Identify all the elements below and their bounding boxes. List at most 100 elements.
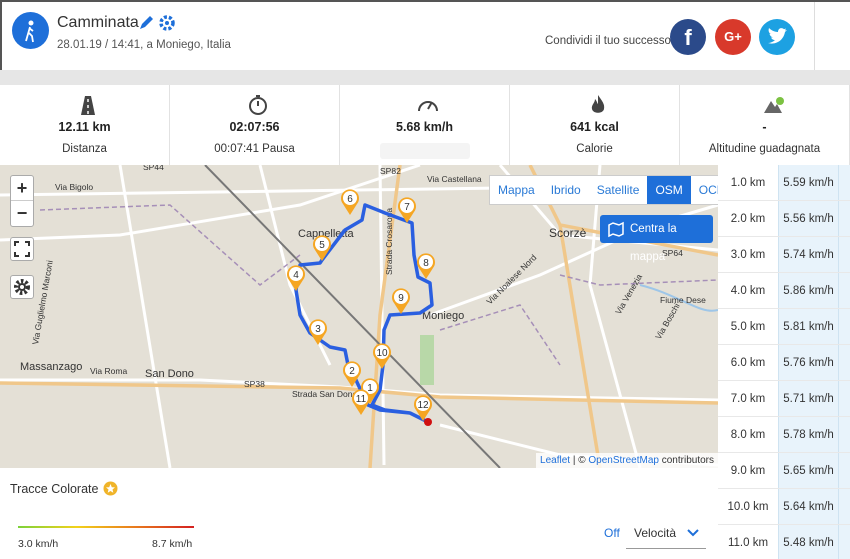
fullscreen-button[interactable] [10, 237, 34, 261]
place-label: Strada Crosarona [384, 208, 394, 275]
min-speed: 3.0 km/h [18, 538, 59, 550]
marker-center [354, 391, 368, 405]
marker-label: 1 [367, 383, 373, 394]
stat-value: 12.11 km [58, 120, 111, 134]
center-map-button[interactable]: Centra la mappa [600, 215, 713, 263]
stat-icon [764, 97, 784, 113]
edit-icons[interactable] [138, 14, 178, 32]
split-speed: 5.74 km/h [778, 237, 838, 272]
split-distance: 3.0 km [718, 237, 778, 272]
stat: 02:07:56 00:07:41 Pausa [170, 85, 340, 165]
facebook-button[interactable]: f [670, 19, 706, 55]
stat-label: 00:07:41 Pausa [214, 143, 295, 155]
split-speed: 5.71 km/h [778, 381, 838, 416]
osm-link[interactable]: OpenStreetMap [588, 455, 659, 466]
split-extra [838, 237, 850, 272]
split-extra [838, 165, 850, 200]
split-row: 10.0 km 5.64 km/h [718, 489, 850, 525]
settings-button[interactable] [10, 275, 34, 299]
stat: 5.68 km/h [340, 85, 510, 165]
split-row: 3.0 km 5.74 km/h [718, 237, 850, 273]
marker-label: 3 [315, 324, 321, 335]
stat-label: Calorie [576, 143, 613, 155]
layer-button[interactable]: Satellite [588, 176, 648, 204]
stat-label: Distanza [62, 143, 107, 155]
marker-label: 10 [376, 348, 388, 359]
stat: - Altitudine guadagnata [680, 85, 850, 165]
split-extra [838, 381, 850, 416]
stat: 641 kcal Calorie [510, 85, 680, 165]
speed-gradient [18, 526, 194, 528]
place-label: Via Guglielmo Marconi [30, 259, 55, 345]
place-label: SP82 [380, 166, 401, 176]
place-label: Massanzago [20, 361, 82, 373]
split-speed: 5.64 km/h [778, 489, 838, 524]
colored-tracks: Tracce Colorate 3.0 km/h 8.7 km/h Off Ve… [0, 468, 718, 559]
split-distance: 9.0 km [718, 453, 778, 488]
split-speed: 5.48 km/h [778, 525, 838, 559]
split-speed: 5.56 km/h [778, 201, 838, 236]
layer-switcher: MappaIbridoSatelliteOSMOCM [489, 175, 718, 205]
stat-label: Altitudine guadagnata [708, 143, 821, 155]
zoom-in[interactable]: + [11, 176, 33, 201]
layer-button[interactable]: Ibrido [542, 176, 589, 204]
splits-table: 1.0 km 5.59 km/h 2.0 km 5.56 km/h 3.0 km 5.74… [718, 165, 850, 559]
marker-center [345, 363, 359, 377]
place-label: Via Boschi [653, 301, 682, 341]
layer-button[interactable]: OSM [647, 176, 691, 204]
metric-label: Velocità [634, 526, 677, 540]
river [639, 284, 718, 312]
center-map-label: Centra la mappa [630, 223, 677, 263]
map[interactable]: Massanzago San Dono Scorzè Moniego Cappellet… [0, 165, 718, 468]
split-distance: 8.0 km [718, 417, 778, 452]
split-row: 1.0 km 5.59 km/h [718, 165, 850, 201]
layer-button[interactable]: OCM [690, 176, 718, 204]
split-row: 8.0 km 5.78 km/h [718, 417, 850, 453]
marker-center [289, 267, 303, 281]
split-row: 7.0 km 5.71 km/h [718, 381, 850, 417]
marker-label: 9 [398, 293, 404, 304]
split-row: 4.0 km 5.86 km/h [718, 273, 850, 309]
attribution-rest: contributors [658, 455, 714, 466]
split-extra [838, 525, 850, 559]
stat-value: 5.68 km/h [396, 120, 453, 134]
stat-value: - [762, 120, 767, 134]
premium-icon [103, 481, 118, 496]
stat-icon [418, 101, 438, 112]
split-distance: 7.0 km [718, 381, 778, 416]
split-speed: 5.78 km/h [778, 417, 838, 452]
twitter-button[interactable] [759, 19, 795, 55]
place-label: Scorzè [549, 226, 587, 240]
marker-label: 12 [417, 400, 429, 411]
split-distance: 1.0 km [718, 165, 778, 200]
off-option[interactable]: Off [604, 526, 620, 540]
split-distance: 5.0 km [718, 309, 778, 344]
place-label: Via Castellana [427, 174, 482, 184]
marker-center [394, 290, 408, 304]
split-extra [838, 489, 850, 524]
marker-center [315, 237, 329, 251]
marker-label: 7 [404, 202, 410, 213]
google-button[interactable]: G+ [715, 19, 751, 55]
zoom-out[interactable]: − [16, 203, 28, 223]
marker-label: 5 [319, 240, 325, 251]
metric-select[interactable]: Velocità [626, 518, 706, 549]
marker-label: 6 [347, 194, 353, 205]
stat: 12.11 km Distanza [0, 85, 170, 165]
leaflet-link[interactable]: Leaflet [540, 455, 571, 466]
twitter-icon [768, 28, 787, 44]
main-roads [0, 165, 718, 468]
marker-center [416, 397, 430, 411]
stat-value: 02:07:56 [229, 120, 280, 134]
activity-title: Camminata [57, 14, 139, 31]
layer-button[interactable]: Mappa [490, 176, 543, 204]
split-distance: 6.0 km [718, 345, 778, 380]
place-label: SP44 [143, 165, 164, 172]
marker-center [311, 321, 325, 335]
max-speed: 8.7 km/h [152, 538, 193, 550]
split-speed: 5.59 km/h [778, 165, 838, 200]
split-distance: 11.0 km [718, 525, 778, 559]
separator-band [0, 70, 850, 85]
place-label: San Dono [145, 368, 194, 380]
